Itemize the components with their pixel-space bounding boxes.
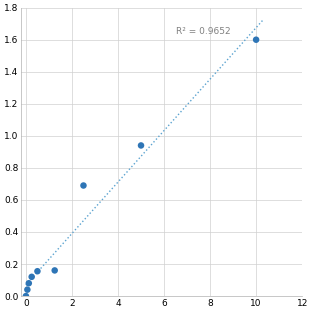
Point [25,287,30,292]
Point [254,37,259,42]
Text: R² = 0.9652: R² = 0.9652 [176,27,230,36]
Point [52,268,57,273]
Point [23,294,28,299]
Point [29,274,34,279]
Point [81,183,86,188]
Point [26,281,31,286]
Point [35,269,40,274]
Point [139,143,144,148]
